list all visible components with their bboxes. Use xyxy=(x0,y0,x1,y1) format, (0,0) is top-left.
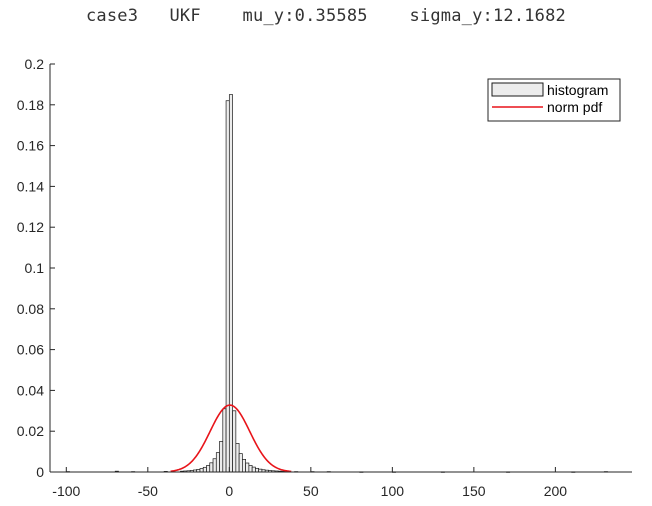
y-tick-label: 0.06 xyxy=(17,342,44,358)
histogram-bar xyxy=(212,458,217,473)
histogram-bars xyxy=(65,94,608,473)
x-tick-label: -50 xyxy=(138,483,158,499)
x-tick-label: -100 xyxy=(52,483,80,499)
histogram-bar xyxy=(248,465,253,473)
histogram-bar xyxy=(228,94,233,473)
chart-title: case3 UKF mu_y:0.35585 sigma_y:12.1682 xyxy=(85,6,566,26)
x-tick-label: 150 xyxy=(462,483,486,499)
x-tick-label: 50 xyxy=(303,483,319,499)
histogram-bar xyxy=(238,453,243,473)
y-tick-label: 0.14 xyxy=(17,178,44,194)
y-tick-label: 0.08 xyxy=(17,301,44,317)
histogram-bar xyxy=(206,465,211,473)
y-tick-label: 0.04 xyxy=(17,382,44,398)
y-tick-label: 0.16 xyxy=(17,138,44,154)
legend-pdf-label: norm pdf xyxy=(547,99,602,115)
norm-pdf-line xyxy=(170,404,292,473)
x-tick-label: 0 xyxy=(225,483,233,499)
y-tick-label: 0 xyxy=(36,464,44,480)
histogram-bar xyxy=(215,452,220,473)
histogram-bar xyxy=(255,467,260,473)
histogram-bar xyxy=(245,462,250,473)
y-tick-label: 0.18 xyxy=(17,97,44,113)
histogram-bar xyxy=(209,462,214,473)
histogram-bar xyxy=(225,100,230,473)
histogram-bar xyxy=(232,410,237,473)
y-tick-label: 0.12 xyxy=(17,219,44,235)
histogram-bar xyxy=(199,468,204,473)
histogram-bar xyxy=(242,459,246,473)
y-tick-label: 0.02 xyxy=(17,423,44,439)
legend: histogram norm pdf xyxy=(487,78,621,122)
legend-histogram-swatch xyxy=(491,82,544,97)
histogram-bar xyxy=(222,408,227,473)
axes: -100 -50 0 50 100 150 200 0 0.02 0.04 0.06 0.08 0.1 0… xyxy=(17,56,632,499)
x-tick-label: 200 xyxy=(544,483,568,499)
legend-histogram-label: histogram xyxy=(547,82,608,98)
x-tick-label: 100 xyxy=(381,483,405,499)
histogram-bar xyxy=(219,441,224,473)
histogram-bar xyxy=(251,466,256,473)
y-tick-label: 0.2 xyxy=(25,56,45,72)
histogram-bar xyxy=(235,443,240,473)
y-tick-label: 0.1 xyxy=(25,260,45,276)
histogram-bar xyxy=(202,466,207,473)
